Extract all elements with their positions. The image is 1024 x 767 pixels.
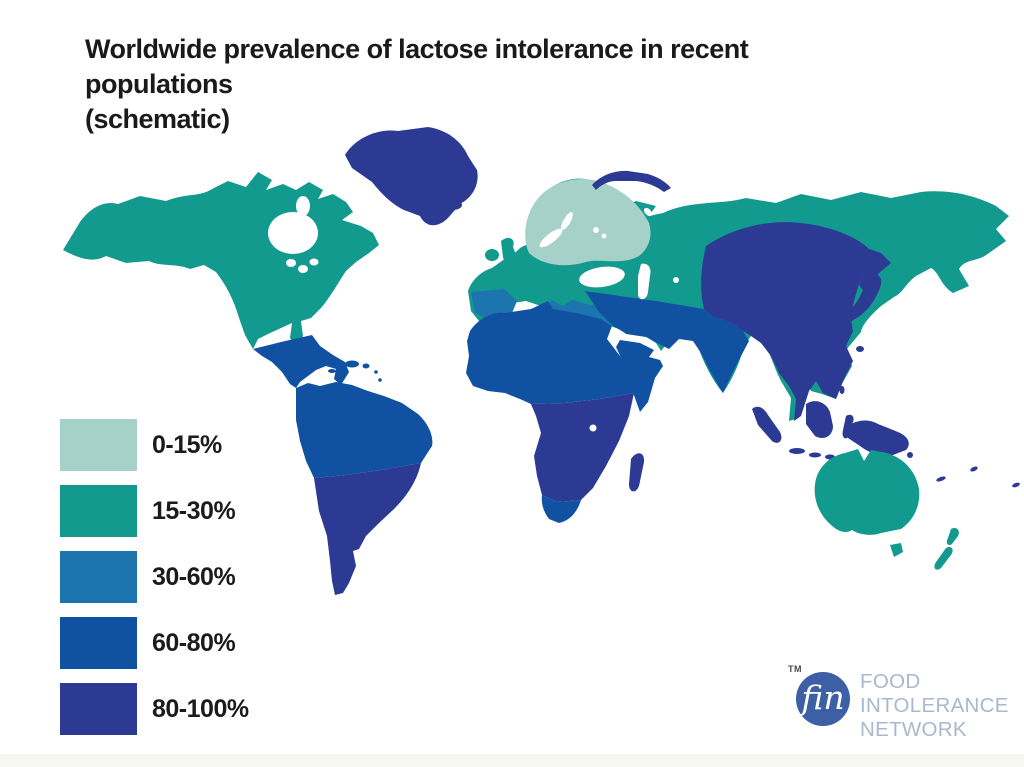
region-north-africa [466,301,658,404]
legend-swatch-80-100 [60,683,137,735]
caspian-sea-water [638,263,651,300]
legend-label-0-15: 0-15% [152,430,222,459]
region-scandinavia [525,179,651,266]
legend-swatch-60-80 [60,617,137,669]
region-novaya-zemlya [592,170,671,192]
logo-text-line-1: FOOD [860,670,921,693]
legend-swatch-0-15 [60,419,137,471]
lake-onega-water [601,233,607,239]
hudson-bay-water [268,212,318,254]
black-sea-water [579,266,625,288]
legend-label-15-30: 15-30% [152,496,236,525]
legend-item: 80-100% [60,683,249,735]
great-lakes-water [286,259,296,267]
title-line-2: (schematic) [85,104,230,135]
great-lakes-water [298,265,308,273]
title-line-1: Worldwide prevalence of lactose intolera… [85,34,749,100]
gulf-of-bothnia-water [561,212,573,230]
page-title: Worldwide prevalence of lactose intolera… [85,32,845,137]
legend-item: 30-60% [60,551,249,603]
logo-text: FOOD INTOLERANCE NETWORK [860,670,1009,742]
region-southern-africa-tip [541,495,581,523]
region-mexico-central-america [253,335,382,388]
logo-text-line-3: NETWORK [860,717,967,741]
legend-label-30-60: 30-60% [152,562,236,591]
legend-swatch-15-30 [60,485,137,537]
region-pacific-islands [936,466,1020,488]
white-sea-water [643,207,653,217]
food-intolerance-network-logo: TM fin FOOD INTOLERANCE NETWORK [786,658,1016,758]
region-new-zealand [934,527,959,570]
legend-swatch-30-60 [60,551,137,603]
slide-bottom-edge [0,754,1024,767]
legend-label-80-100: 80-100% [152,694,249,723]
region-east-asia [701,222,891,421]
region-central-africa [531,393,634,502]
fin-logo-icon: fin [796,672,850,726]
region-greenland [345,127,478,226]
trademark-symbol: TM [788,664,802,674]
legend-item: 0-15% [60,419,249,471]
region-middle-east-south-asia [585,291,749,393]
hudson-channel-water [296,196,310,216]
legend-item: 60-80% [60,617,249,669]
lake-ladoga-water [593,227,599,233]
region-south-america-north [296,382,433,478]
region-north-america [63,172,379,349]
region-madagascar [629,453,645,492]
legend-item: 15-30% [60,485,249,537]
baltic-sea-water [539,228,563,248]
fin-monogram: fin [801,677,845,717]
lake-victoria-water [589,424,597,432]
legend-label-60-80: 60-80% [152,628,236,657]
logo-text-line-2: INTOLERANCE [860,693,1009,717]
water-overlays [268,196,679,432]
region-southeast-asia-islands [752,359,913,460]
region-iceland [444,200,462,210]
region-japan [841,246,882,329]
legend: 0-15% 15-30% 30-60% 60-80% 80-100% [60,419,249,735]
great-lakes-water [309,258,319,266]
region-south-america-south [314,463,421,595]
region-british-isles [485,237,517,264]
aral-sea-water [673,277,679,283]
region-australia [814,449,920,557]
